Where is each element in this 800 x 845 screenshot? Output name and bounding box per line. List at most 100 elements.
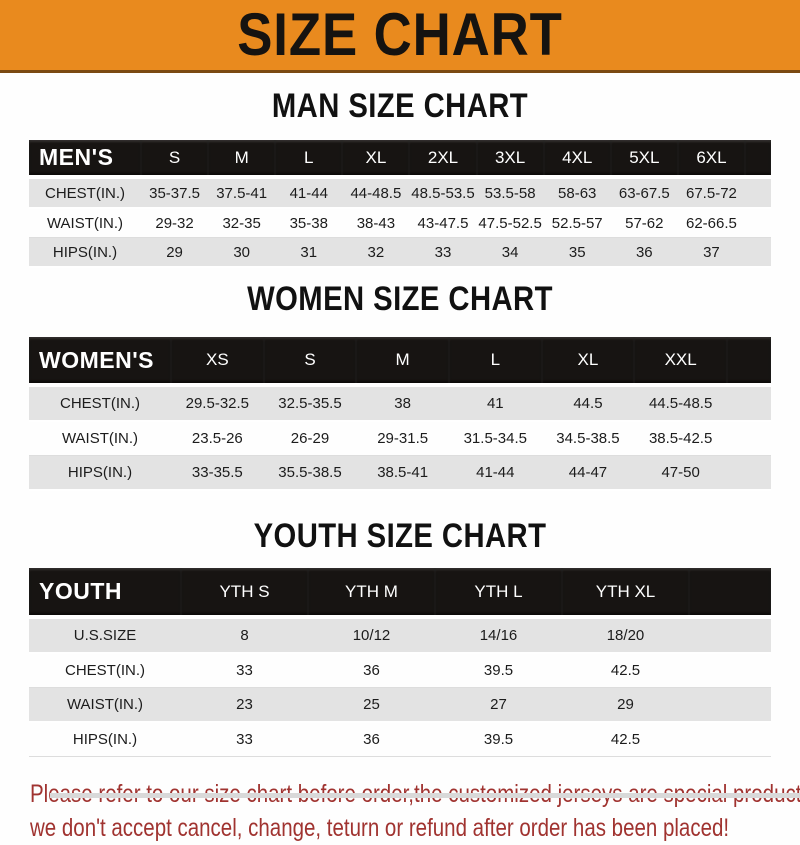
size-value-cell: 35.5-38.5 bbox=[263, 455, 357, 491]
size-value-cell: 31 bbox=[275, 237, 343, 268]
disclaimer: Please refer to our size chart before or… bbox=[30, 777, 800, 845]
size-value-cell: 18/20 bbox=[562, 617, 689, 654]
size-column-header: XXL bbox=[634, 337, 727, 387]
table-row: WAIST(IN.) 23 25 27 29 bbox=[29, 687, 771, 723]
size-column-header: XL bbox=[342, 140, 410, 179]
size-value-cell: 57-62 bbox=[610, 208, 678, 238]
size-value-cell: 44-47 bbox=[541, 455, 635, 491]
men-size-table: MEN'S S M L XL 2XL 3XL 4XL 5XL 6XL CHEST(IN.) 35-37… bbox=[29, 140, 771, 268]
size-column-header: 4XL bbox=[543, 140, 611, 179]
size-value-cell: 38-43 bbox=[342, 208, 410, 238]
size-value-cell: 33 bbox=[181, 653, 308, 688]
spacer-cell bbox=[689, 722, 771, 757]
row-label-cell: WAIST(IN.) bbox=[29, 421, 171, 456]
table-row: WAIST(IN.) 29-32 32-35 35-38 38-43 43-47.5 47.… bbox=[29, 208, 771, 238]
size-value-cell: 43-47.5 bbox=[409, 208, 477, 238]
youth-section-heading: YOUTH SIZE CHART bbox=[253, 517, 547, 555]
table-row: CHEST(IN.) 29.5-32.5 32.5-35.5 38 41 44.5 44.5… bbox=[29, 385, 771, 422]
size-value-cell: 47-50 bbox=[634, 455, 727, 491]
men-section: MAN SIZE CHART MEN'S S M L XL 2XL 3XL 4XL 5XL 6XL… bbox=[0, 87, 800, 268]
size-value-cell: 23.5-26 bbox=[171, 421, 264, 456]
spacer-cell bbox=[745, 140, 771, 179]
size-value-cell: 29-31.5 bbox=[356, 421, 449, 456]
size-value-cell: 33 bbox=[409, 237, 477, 268]
table-header-row: MEN'S S M L XL 2XL 3XL 4XL 5XL 6XL bbox=[29, 140, 771, 179]
size-column-header: 3XL bbox=[476, 140, 544, 179]
banner-title: SIZE CHART bbox=[237, 1, 563, 68]
size-value-cell: 32 bbox=[342, 237, 410, 268]
size-value-cell: 44.5 bbox=[541, 385, 635, 422]
size-value-cell: 14/16 bbox=[435, 617, 562, 654]
table-header-row: YOUTH YTH S YTH M YTH L YTH XL bbox=[29, 568, 771, 619]
size-value-cell: 23 bbox=[181, 687, 308, 723]
size-column-header: YTH S bbox=[181, 568, 308, 619]
table-header-row: WOMEN'S XS S M L XL XXL bbox=[29, 337, 771, 387]
row-label-cell: HIPS(IN.) bbox=[29, 722, 181, 757]
size-value-cell: 25 bbox=[308, 687, 435, 723]
size-value-cell: 38 bbox=[356, 385, 449, 422]
size-value-cell: 38.5-41 bbox=[356, 455, 449, 491]
size-value-cell: 48.5-53.5 bbox=[409, 177, 477, 209]
spacer-cell bbox=[745, 237, 771, 268]
size-column-header: 6XL bbox=[677, 140, 745, 179]
table-title-cell: MEN'S bbox=[29, 140, 141, 179]
spacer-cell bbox=[745, 177, 771, 209]
size-value-cell: 29-32 bbox=[141, 208, 209, 238]
size-value-cell: 10/12 bbox=[308, 617, 435, 654]
size-column-header: M bbox=[208, 140, 276, 179]
size-value-cell: 63-67.5 bbox=[610, 177, 678, 209]
size-value-cell: 53.5-58 bbox=[476, 177, 544, 209]
row-label-cell: WAIST(IN.) bbox=[29, 208, 141, 238]
table-row: WAIST(IN.) 23.5-26 26-29 29-31.5 31.5-34.5 34… bbox=[29, 421, 771, 456]
size-value-cell: 39.5 bbox=[435, 653, 562, 688]
size-chart-content: MAN SIZE CHART MEN'S S M L XL 2XL 3XL 4XL 5XL 6XL… bbox=[0, 87, 800, 845]
table-title-cell: WOMEN'S bbox=[29, 337, 171, 387]
size-value-cell: 32.5-35.5 bbox=[263, 385, 357, 422]
size-value-cell: 47.5-52.5 bbox=[476, 208, 544, 238]
row-label-cell: HIPS(IN.) bbox=[29, 455, 171, 491]
size-value-cell: 30 bbox=[208, 237, 276, 268]
spacer-cell bbox=[689, 687, 771, 723]
spacer-cell bbox=[727, 385, 771, 422]
size-value-cell: 36 bbox=[308, 722, 435, 757]
size-value-cell: 67.5-72 bbox=[677, 177, 745, 209]
spacer-cell bbox=[689, 617, 771, 654]
size-value-cell: 26-29 bbox=[263, 421, 357, 456]
size-value-cell: 39.5 bbox=[435, 722, 562, 757]
row-label-cell: CHEST(IN.) bbox=[29, 653, 181, 688]
size-value-cell: 35-38 bbox=[275, 208, 343, 238]
women-section: WOMEN SIZE CHART WOMEN'S XS S M L XL XXL CHEST(… bbox=[0, 280, 800, 491]
row-label-cell: CHEST(IN.) bbox=[29, 177, 141, 209]
size-value-cell: 58-63 bbox=[543, 177, 611, 209]
table-title-cell: YOUTH bbox=[29, 568, 181, 619]
size-value-cell: 33-35.5 bbox=[171, 455, 264, 491]
size-value-cell: 37 bbox=[677, 237, 745, 268]
size-value-cell: 32-35 bbox=[208, 208, 276, 238]
table-row: CHEST(IN.) 35-37.5 37.5-41 41-44 44-48.5 48.5… bbox=[29, 177, 771, 209]
size-value-cell: 35 bbox=[543, 237, 611, 268]
table-row: CHEST(IN.) 33 36 39.5 42.5 bbox=[29, 653, 771, 688]
spacer-cell bbox=[727, 421, 771, 456]
size-value-cell: 52.5-57 bbox=[543, 208, 611, 238]
size-value-cell: 29 bbox=[562, 687, 689, 723]
row-label-cell: CHEST(IN.) bbox=[29, 385, 171, 422]
table-row: U.S.SIZE 8 10/12 14/16 18/20 bbox=[29, 617, 771, 654]
size-value-cell: 38.5-42.5 bbox=[634, 421, 727, 456]
spacer-cell bbox=[727, 337, 771, 387]
size-column-header: YTH M bbox=[308, 568, 435, 619]
size-value-cell: 35-37.5 bbox=[141, 177, 209, 209]
bottom-edge-shadow bbox=[50, 793, 800, 798]
size-value-cell: 44.5-48.5 bbox=[634, 385, 727, 422]
men-section-heading: MAN SIZE CHART bbox=[271, 87, 529, 125]
size-value-cell: 34.5-38.5 bbox=[541, 421, 635, 456]
size-column-header: S bbox=[263, 337, 357, 387]
size-chart-banner: SIZE CHART bbox=[0, 0, 800, 73]
size-column-header: 5XL bbox=[610, 140, 678, 179]
size-value-cell: 8 bbox=[181, 617, 308, 654]
size-column-header: YTH L bbox=[435, 568, 562, 619]
size-value-cell: 62-66.5 bbox=[677, 208, 745, 238]
spacer-cell bbox=[745, 208, 771, 238]
size-column-header: L bbox=[448, 337, 542, 387]
spacer-cell bbox=[727, 455, 771, 491]
spacer-cell bbox=[689, 568, 771, 619]
